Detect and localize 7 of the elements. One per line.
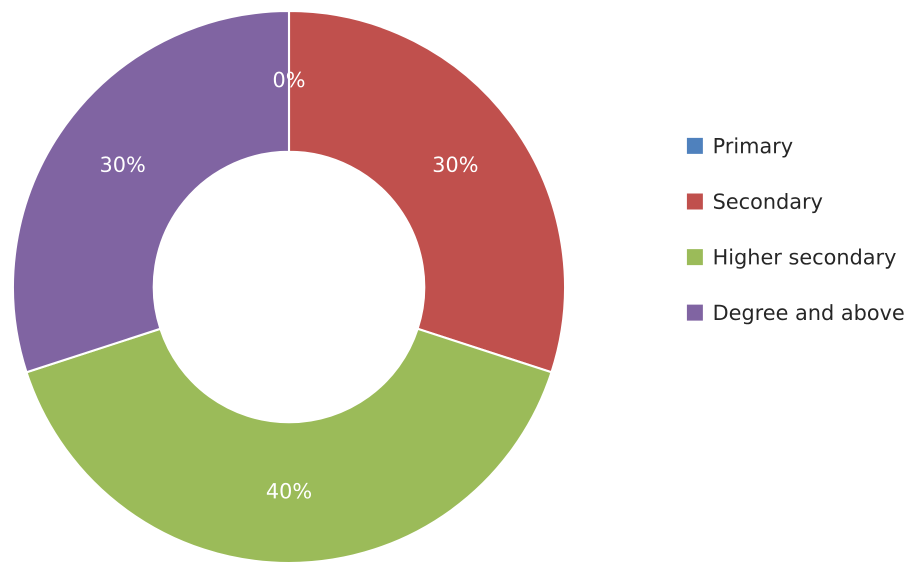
data-label: 30%: [434, 156, 478, 172]
data-label: 30%: [101, 156, 145, 172]
data-label: 40%: [266, 482, 312, 499]
legend-label: Primary: [714, 137, 792, 158]
legend-label: Higher secondary: [714, 248, 896, 269]
legend-label: Secondary: [714, 192, 822, 214]
legend-label: Degree and above: [714, 304, 904, 324]
